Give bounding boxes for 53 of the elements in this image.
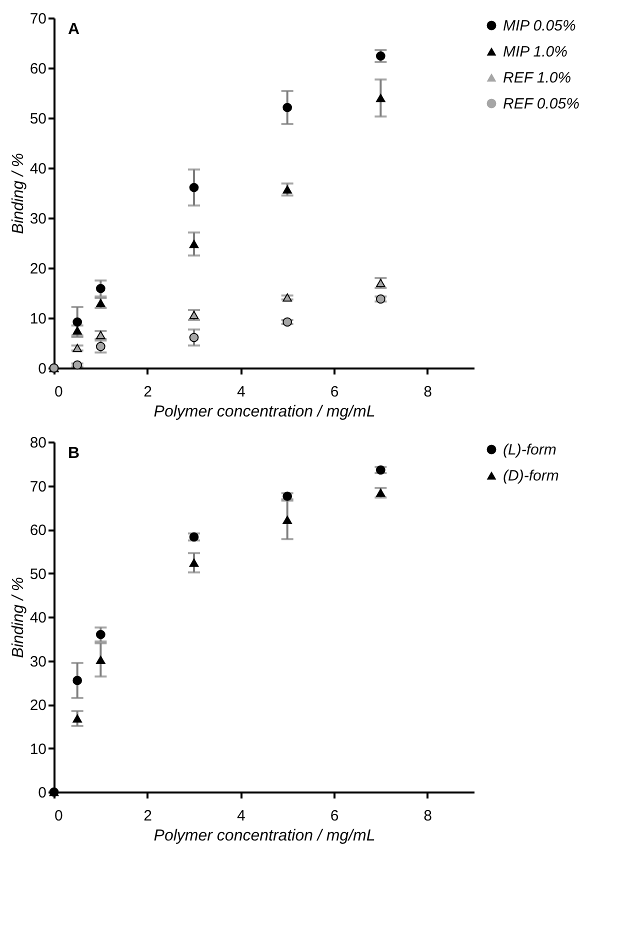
point	[189, 558, 199, 567]
legend-label: MIP 1.0%	[503, 44, 568, 60]
legend-label: REF 0.05%	[503, 96, 580, 112]
y-tick-label: 30	[30, 653, 46, 670]
x-axis-title: Polymer concentration / mg/mL	[154, 404, 376, 420]
x-tick-label: 2	[144, 808, 152, 824]
point	[96, 656, 106, 664]
y-tick-label: 0	[38, 784, 46, 802]
y-tick-label: 60	[30, 60, 46, 78]
x-tick-label: 4	[236, 384, 246, 400]
y-axis-title: Binding / %	[10, 153, 27, 234]
y-tick-label: 0	[38, 360, 46, 378]
point	[189, 182, 199, 192]
point	[189, 240, 199, 248]
y-tick-label: 20	[30, 697, 46, 714]
point	[72, 360, 82, 370]
y-tick-label: 40	[30, 610, 46, 626]
x-tick-label: 0	[54, 384, 63, 400]
legend-label: (D)-form	[503, 468, 559, 484]
point	[376, 94, 386, 102]
legend-label: REF 1.0%	[503, 70, 572, 86]
y-tick-label: 60	[30, 522, 46, 539]
x-tick-label: 8	[424, 808, 432, 824]
x-tick-label: 6	[330, 384, 339, 400]
x-axis-title: Polymer concentration / mg/mL	[154, 828, 376, 844]
y-tick-label: 70	[30, 10, 46, 28]
y-tick-label: 10	[30, 310, 46, 328]
x-tick-label: 8	[424, 384, 432, 400]
x-tick-label: 0	[54, 808, 63, 824]
point	[72, 714, 82, 723]
legend-label: MIP 0.05%	[503, 18, 576, 34]
y-tick-label: 50	[30, 566, 46, 583]
y-tick-label: 30	[30, 210, 46, 228]
y-tick-label: 80	[30, 434, 46, 452]
point	[72, 676, 82, 686]
point	[189, 332, 199, 342]
y-tick-label: 20	[30, 260, 46, 278]
y-tick-label: 50	[30, 110, 46, 128]
x-tick-label: 4	[236, 808, 246, 824]
y-tick-label: 70	[30, 478, 46, 496]
point	[282, 185, 292, 194]
chart-title: A	[68, 21, 80, 38]
x-tick-label: 2	[144, 384, 152, 400]
point	[96, 284, 106, 294]
point	[282, 516, 292, 524]
y-tick-label: 40	[30, 160, 46, 178]
y-tick-label: 10	[30, 740, 46, 758]
point	[282, 102, 292, 112]
y-axis-title: Binding / %	[10, 577, 27, 658]
legend-label: (L)-form	[503, 442, 556, 458]
point	[72, 317, 82, 327]
x-tick-label: 6	[330, 808, 339, 824]
chart-title: B	[68, 445, 80, 462]
